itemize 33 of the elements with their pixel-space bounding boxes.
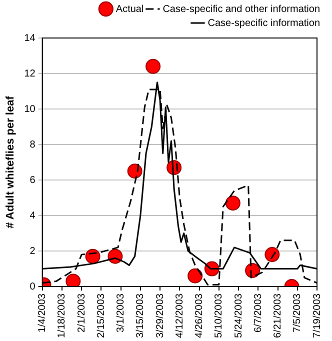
x-tick-label: 4/12/2003 [174, 293, 186, 338]
y-tick-label: 0 [30, 281, 36, 292]
y-axis-title: # Adult whiteflies per leaf [4, 96, 17, 228]
x-tick-label: 3/15/2003 [135, 293, 146, 338]
legend-label: Case-specific and other information [162, 4, 320, 15]
x-tick-label: 7/19/2003 [312, 293, 323, 338]
x-tick-label: 2/15/2003 [96, 293, 107, 338]
y-tick-label: 8 [30, 139, 36, 150]
x-tick-label: 5/10/2003 [214, 293, 225, 338]
x-tick-label: 3/1/2003 [116, 293, 127, 332]
point [225, 196, 240, 211]
legend-label: Actual [116, 4, 144, 15]
y-tick-label: 12 [24, 68, 36, 80]
x-tick-label: 1/4/2003 [37, 293, 48, 332]
point [188, 268, 203, 284]
x-tick-label: 5/24/2003 [233, 293, 244, 338]
point [264, 247, 280, 262]
point [146, 58, 161, 74]
y-tick-label: 6 [30, 174, 36, 186]
y-tick-label: 2 [30, 246, 36, 257]
x-tick-label: 6/7/2003 [252, 293, 264, 332]
y-tick-label: 14 [24, 32, 36, 44]
point [127, 164, 142, 179]
point [66, 274, 81, 287]
x-tick-label: 4/26/2003 [194, 293, 206, 338]
legend-label: Case-specific information [208, 18, 320, 29]
x-tick-label: 2/1/2003 [76, 293, 88, 332]
y-tick-label: 4 [30, 210, 36, 222]
x-tick-label: 6/21/2003 [272, 293, 284, 338]
x-tick-label: 1/18/2003 [56, 293, 68, 338]
x-tick-label: 7/5/2003 [292, 293, 304, 332]
x-tick-label: 3/29/2003 [154, 293, 166, 338]
y-tick-label: 10 [24, 104, 36, 115]
